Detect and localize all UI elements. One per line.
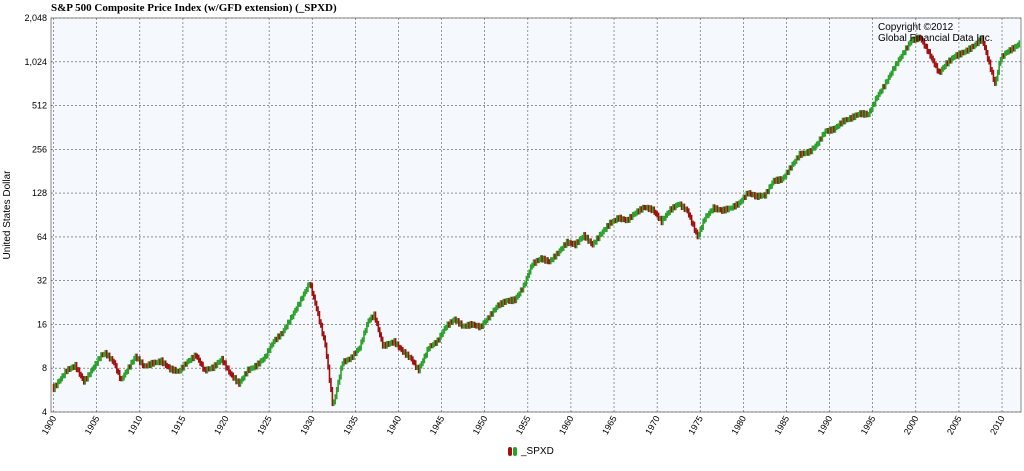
y-tick-label: 1,024 — [24, 57, 47, 67]
x-tick-label: 1905 — [83, 414, 102, 436]
x-tick-label: 1900 — [40, 414, 59, 436]
x-tick-label: 1935 — [341, 414, 360, 436]
x-tick-label: 2005 — [945, 414, 964, 436]
gridlines — [51, 17, 1021, 413]
plot-area — [50, 17, 1022, 413]
y-tick-label: 4 — [42, 407, 47, 417]
x-tick-label: 1925 — [255, 414, 274, 436]
x-tick-label: 1980 — [729, 414, 748, 436]
x-tick-label: 1965 — [600, 414, 619, 436]
copyright-line-2: Global Financial Data Inc. — [878, 33, 993, 44]
x-tick-label: 1920 — [212, 414, 231, 436]
x-tick-label: 1975 — [686, 414, 705, 436]
y-tick-label: 128 — [32, 188, 47, 198]
chart-title: S&P 500 Composite Price Index (w/GFD ext… — [51, 2, 337, 14]
x-tick-label: 1930 — [298, 414, 317, 436]
y-tick-label: 8 — [42, 363, 47, 373]
y-tick-label: 32 — [37, 276, 47, 286]
price-bars — [52, 34, 1021, 407]
y-tick-label: 512 — [32, 101, 47, 111]
legend-bar-icon — [508, 447, 517, 456]
y-tick-label: 256 — [32, 144, 47, 154]
x-tick-label: 1910 — [126, 414, 145, 436]
x-tick-label: 1955 — [514, 414, 533, 436]
y-tick-label: 16 — [37, 319, 47, 329]
legend-series-name: _SPXD — [521, 446, 554, 457]
y-tick-label: 64 — [37, 232, 47, 242]
y-axis-label: United States Dollar — [2, 170, 13, 260]
x-tick-label: 1985 — [773, 414, 792, 436]
copyright-line-1: Copyright ©2012 — [878, 22, 954, 33]
x-tick-label: 1915 — [169, 414, 188, 436]
x-tick-label: 1995 — [859, 414, 878, 436]
x-tick-label: 2000 — [902, 414, 921, 436]
x-tick-label: 1970 — [643, 414, 662, 436]
legend: _SPXD — [508, 446, 554, 457]
x-tick-label: 1990 — [816, 414, 835, 436]
x-tick-label: 1940 — [385, 414, 404, 436]
x-tick-label: 1945 — [428, 414, 447, 436]
x-tick-label: 2010 — [988, 414, 1007, 436]
x-tick-label: 1950 — [471, 414, 490, 436]
y-tick-label: 2,048 — [24, 13, 47, 23]
x-tick-label: 1960 — [557, 414, 576, 436]
